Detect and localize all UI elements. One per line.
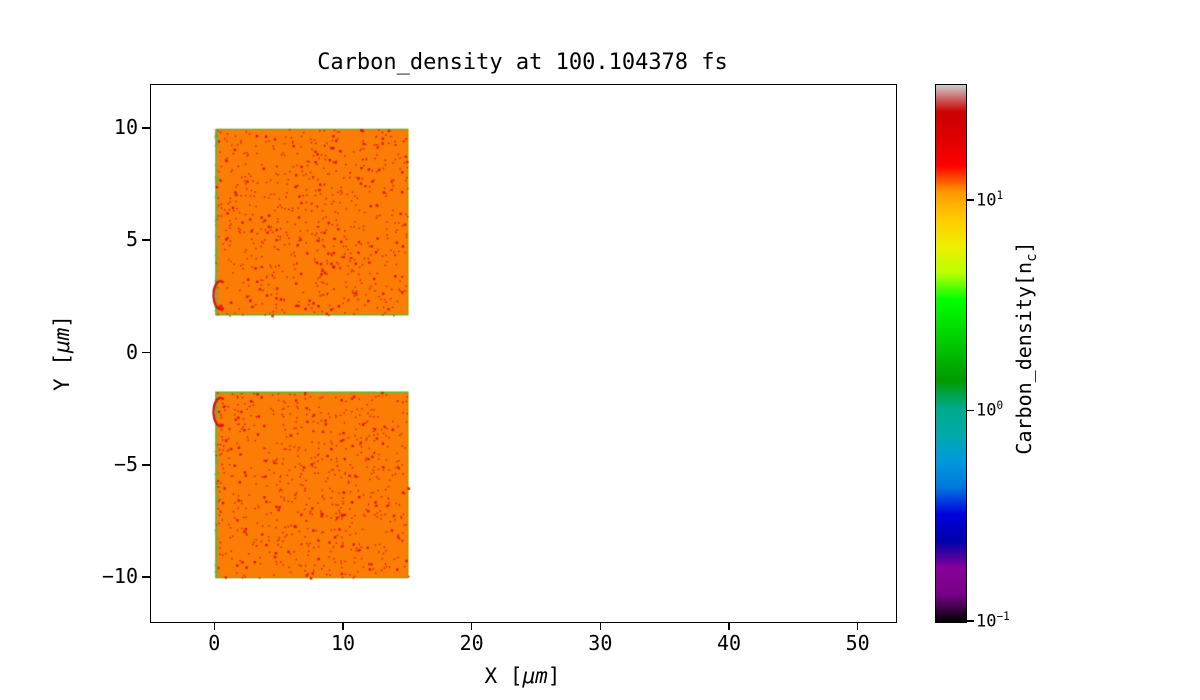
colorbar-label: Carbon_density[nc] — [1012, 241, 1040, 454]
y-axis-label: Y [μm] — [50, 315, 74, 391]
colorbar-tick-exp-0: 1 — [996, 188, 1004, 202]
tick-mark — [470, 623, 473, 630]
x-label-pre: X [ — [484, 664, 523, 688]
tick-mark — [967, 620, 974, 622]
y-label-post: ] — [50, 315, 74, 328]
tick-mark — [967, 199, 974, 201]
tick-mark — [856, 623, 859, 630]
x-label-post: ] — [547, 664, 561, 688]
tick-mark — [142, 576, 150, 578]
y-tick-label-1: 5 — [125, 227, 138, 252]
x-tick-label-3: 30 — [588, 631, 613, 655]
x-tick-label-5: 50 — [845, 631, 870, 655]
x-tick-label-4: 40 — [716, 631, 742, 655]
density-heatmap — [151, 85, 896, 622]
x-tick-label-1: 10 — [330, 631, 356, 655]
tick-mark — [142, 239, 150, 241]
colorbar-tick-exp-2: −1 — [996, 610, 1010, 623]
colorbar-tick-label-2: 10−1 — [976, 610, 1010, 632]
x-tick-label-2: 20 — [459, 631, 484, 655]
colorbar-tick-base-2: 10 — [976, 611, 997, 632]
colorbar-label-pre: Carbon_density[n — [1012, 261, 1036, 455]
tick-mark — [142, 127, 150, 129]
colorbar-tick-label-0: 101 — [976, 189, 1003, 211]
y-tick-label-2: 0 — [125, 339, 138, 364]
tick-mark — [342, 623, 344, 630]
tick-mark — [142, 464, 150, 466]
colorbar-label-post: ] — [1012, 241, 1036, 254]
colorbar-tick-label-1: 100 — [976, 399, 1003, 421]
colorbar — [935, 84, 967, 623]
y-label-pre: Y [ — [50, 353, 74, 391]
x-label-unit: μm — [522, 664, 548, 688]
x-axis-label: X [μm] — [150, 664, 895, 688]
y-label-unit: μm — [50, 327, 74, 354]
tick-mark — [728, 623, 730, 630]
x-tick-label-0: 0 — [208, 631, 221, 655]
tick-mark — [967, 409, 974, 412]
y-tick-label-4: −10 — [101, 564, 138, 589]
tick-mark — [213, 623, 216, 630]
chart-title: Carbon_density at 100.104378 fs — [317, 50, 728, 75]
colorbar-label-sub: c — [1024, 253, 1040, 262]
colorbar-tick-base-1: 10 — [976, 401, 997, 422]
colorbar-gradient — [936, 85, 966, 622]
colorbar-tick-base-0: 10 — [976, 190, 997, 211]
y-tick-label-3: −5 — [113, 451, 138, 476]
colorbar-tick-exp-1: 0 — [996, 399, 1004, 413]
tick-mark — [599, 623, 602, 630]
y-tick-label-0: 10 — [113, 114, 138, 139]
tick-mark — [142, 351, 150, 354]
plot-area — [150, 84, 897, 623]
